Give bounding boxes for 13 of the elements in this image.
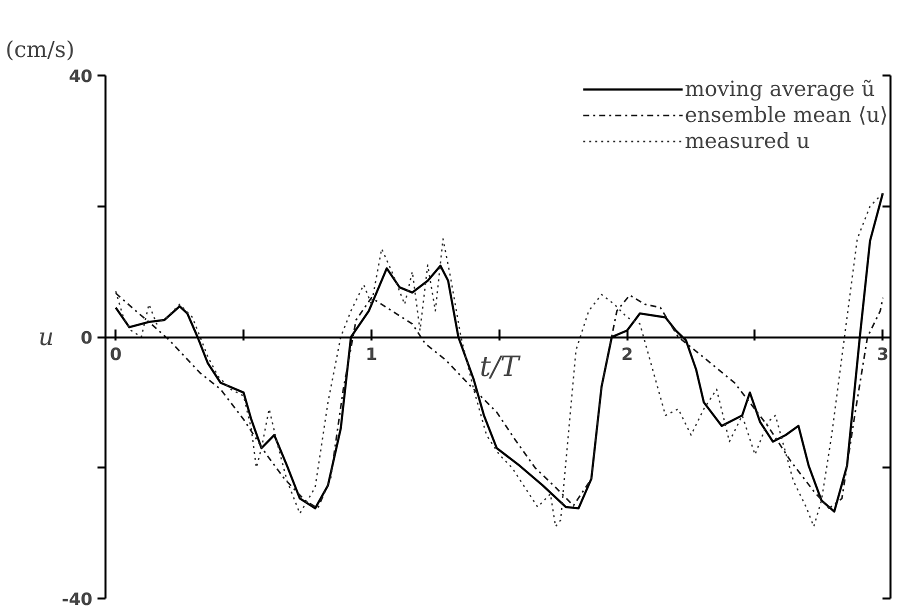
y-axis-title: u	[38, 323, 54, 351]
legend-label: ensemble mean ⟨u⟩	[684, 103, 888, 127]
x-tick-label: 3	[876, 345, 889, 365]
x-tick-label: 2	[621, 345, 634, 365]
y-tick-label: 0	[80, 328, 93, 348]
legend-label: measured u	[684, 129, 810, 153]
legend-label: moving average ũ	[684, 77, 875, 101]
text: (cm/s)	[6, 38, 75, 63]
x-tick-label: 0	[110, 345, 122, 365]
x-tick-label: 1	[366, 345, 378, 365]
y-tick-label: -40	[62, 590, 93, 610]
y-tick-label: 40	[68, 67, 93, 87]
x-axis-title: t/T	[480, 350, 522, 384]
